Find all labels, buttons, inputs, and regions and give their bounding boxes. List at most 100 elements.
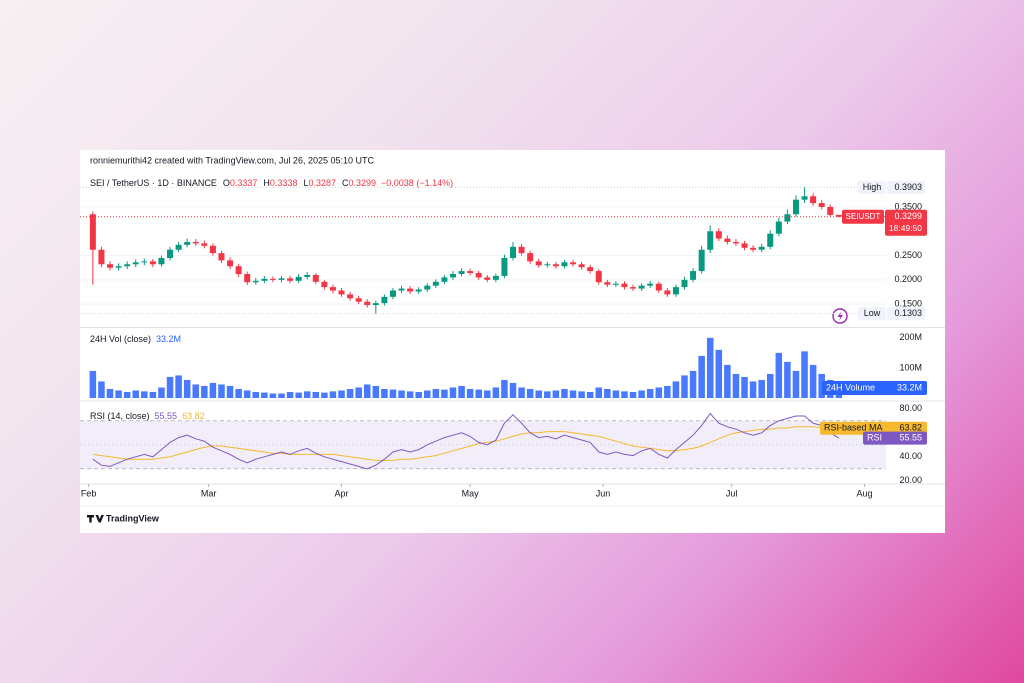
candle-body (775, 221, 782, 234)
volume-bar (106, 388, 114, 398)
volume-bar (89, 370, 97, 398)
volume-bar (569, 390, 577, 398)
candle-body (741, 243, 748, 248)
volume-bar (518, 387, 525, 398)
brand-name: TradingView (106, 513, 160, 523)
candle-body (252, 280, 259, 283)
candle-body (587, 267, 594, 272)
candle-body (458, 271, 465, 274)
candle-body (149, 261, 156, 265)
candle-body (407, 288, 414, 292)
x-tick-label: Aug (857, 488, 873, 498)
candle-body (604, 282, 611, 285)
low-value-box (887, 307, 925, 321)
candle-body (175, 244, 182, 250)
candle-body (792, 199, 799, 215)
volume-bar (809, 364, 817, 398)
candle-body (244, 274, 251, 283)
volume-bar (681, 375, 688, 398)
candle-body (750, 247, 757, 250)
legend-part: L (303, 178, 308, 188)
volume-bar (535, 390, 542, 398)
candle-body (381, 296, 388, 304)
volume-bar (586, 391, 594, 398)
candle-body (672, 287, 679, 295)
volume-bar (398, 390, 405, 398)
volume-bar (183, 379, 191, 398)
candle-body (218, 253, 225, 261)
volume-bar (363, 384, 371, 398)
x-tick-label: Jun (596, 488, 611, 498)
candle-body (389, 290, 396, 297)
candle-body (424, 285, 431, 290)
candle-body (192, 241, 199, 244)
volume-bar (338, 390, 345, 398)
volume-bar (458, 385, 465, 398)
high-label-box (858, 180, 886, 194)
volume-bar (758, 379, 765, 398)
symbol-badge (842, 209, 884, 224)
high-value: 0.3903 (894, 182, 922, 192)
x-tick-label: Feb (81, 488, 97, 498)
rsi-line (92, 426, 839, 461)
volume-bar (664, 385, 671, 398)
candle-body (801, 196, 808, 200)
rsi-badge (820, 421, 927, 435)
candle-body (767, 233, 774, 247)
candle-body (647, 283, 654, 286)
volume-bar (646, 388, 654, 398)
candle-body (355, 298, 362, 302)
candle-body (278, 278, 285, 280)
candle-body (552, 264, 559, 267)
y-tick-label: 200M (899, 332, 922, 342)
candle-body (184, 241, 191, 245)
candle-body (698, 249, 705, 272)
rsi-badge-name: RSI (867, 433, 882, 443)
candle-body (527, 253, 534, 262)
volume-bar (612, 390, 620, 398)
volume-bar (175, 375, 182, 398)
volume-bar (303, 391, 311, 398)
volume-bar (132, 390, 139, 398)
legend-part: 0.3338 (270, 178, 298, 188)
low-label: Low (864, 308, 881, 318)
price-badge-value: 0.3299 (894, 211, 922, 221)
volume-bar (149, 391, 157, 398)
volume-bar (346, 388, 354, 398)
y-tick-label: 0.2000 (894, 274, 922, 284)
candle-body (338, 290, 345, 295)
legend-part: 63.82 (182, 411, 205, 421)
candle-body (707, 231, 714, 250)
x-tick-label: Jul (726, 488, 738, 498)
candle-body (544, 264, 551, 266)
candle-body (432, 281, 439, 286)
volume-bar (406, 391, 414, 398)
candle-body (518, 246, 525, 254)
volume-bar (424, 390, 431, 398)
candle-body (724, 238, 731, 242)
legend-part: 0.3337 (230, 178, 258, 188)
legend-part: 33.2M (156, 334, 181, 344)
volume-bar (115, 390, 122, 398)
x-tick-label: Mar (201, 488, 217, 498)
legend-part: 0.3299 (349, 178, 377, 188)
volume-bar (372, 385, 380, 398)
symbol-badge-text: SEIUSDT (846, 212, 881, 221)
volume-bar (578, 391, 585, 398)
y-tick-label: 0.2500 (894, 250, 922, 260)
volume-bar (689, 370, 697, 398)
candle-body (501, 257, 508, 276)
volume-bar (715, 349, 723, 398)
price-countdown: 18:49:50 (889, 223, 922, 233)
candle-body (287, 278, 294, 281)
volume-bar (329, 391, 337, 398)
volume-bar (475, 389, 482, 398)
candle-body (818, 203, 825, 207)
candle-body (655, 283, 662, 291)
candle-body (167, 249, 174, 258)
candle-body (810, 196, 817, 204)
volume-bar (552, 390, 560, 398)
volume-bar (604, 388, 611, 398)
